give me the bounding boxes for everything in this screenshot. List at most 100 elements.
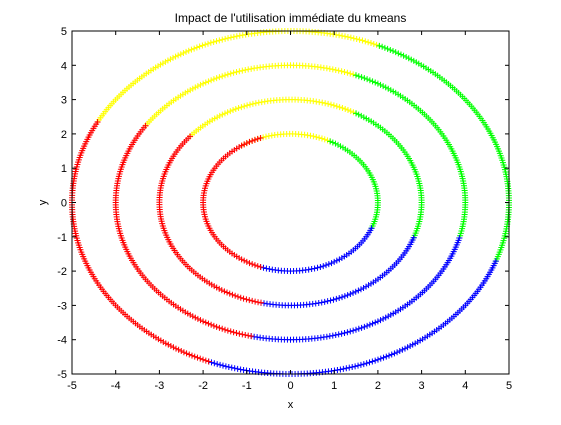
data-point bbox=[352, 288, 359, 295]
data-point bbox=[230, 329, 237, 336]
data-point bbox=[213, 323, 220, 330]
data-point bbox=[233, 69, 240, 76]
data-point bbox=[347, 108, 354, 115]
data-point bbox=[236, 330, 243, 337]
data-point bbox=[240, 295, 247, 302]
data-point bbox=[228, 364, 235, 371]
data-point bbox=[322, 100, 329, 107]
data-point bbox=[257, 135, 264, 142]
data-point bbox=[202, 357, 209, 364]
data-point bbox=[246, 297, 253, 304]
data-point bbox=[238, 104, 245, 111]
data-point bbox=[338, 330, 345, 337]
data-point bbox=[355, 73, 362, 80]
data-point bbox=[347, 328, 354, 335]
data-point bbox=[405, 55, 412, 62]
data-point bbox=[225, 364, 232, 371]
data-point bbox=[226, 290, 233, 297]
data-point bbox=[213, 38, 220, 45]
data-point bbox=[266, 266, 273, 273]
data-point bbox=[254, 263, 261, 270]
y-tick-label: 5 bbox=[61, 26, 67, 38]
data-point bbox=[237, 294, 244, 301]
data-point bbox=[341, 69, 348, 76]
data-point bbox=[372, 79, 379, 86]
data-point bbox=[336, 295, 343, 302]
data-point bbox=[314, 264, 321, 271]
data-point bbox=[227, 108, 234, 115]
data-point bbox=[382, 314, 389, 321]
data-point bbox=[197, 355, 204, 362]
data-point bbox=[370, 40, 377, 47]
data-point bbox=[344, 292, 351, 299]
data-point bbox=[337, 366, 344, 373]
data-point bbox=[222, 35, 229, 42]
data-point bbox=[353, 36, 360, 43]
data-point bbox=[205, 320, 212, 327]
data-point bbox=[328, 260, 335, 267]
data-point bbox=[361, 323, 368, 330]
data-point bbox=[310, 133, 317, 140]
data-point bbox=[338, 68, 345, 75]
data-point bbox=[324, 137, 331, 144]
chart-title: Impact de l'utilisation immédiate du kme… bbox=[175, 11, 407, 25]
data-point bbox=[350, 327, 357, 334]
data-point bbox=[175, 52, 182, 59]
data-point bbox=[191, 353, 198, 360]
data-point bbox=[188, 46, 195, 53]
data-point bbox=[359, 37, 366, 44]
data-point bbox=[372, 357, 379, 364]
data-point bbox=[324, 298, 331, 305]
data-point bbox=[219, 36, 226, 43]
data-point bbox=[329, 332, 336, 339]
data-point bbox=[243, 258, 250, 265]
data-point bbox=[347, 34, 354, 41]
data-point bbox=[210, 76, 217, 83]
x-tick-label: 3 bbox=[419, 380, 425, 392]
data-point bbox=[268, 132, 275, 139]
data-point bbox=[260, 264, 267, 271]
data-point bbox=[346, 364, 353, 371]
data-point bbox=[327, 138, 334, 145]
data-point bbox=[403, 54, 410, 61]
data-point bbox=[214, 361, 221, 368]
data-point bbox=[208, 359, 215, 366]
data-point bbox=[236, 32, 243, 39]
data-point bbox=[229, 291, 236, 298]
data-point bbox=[221, 288, 228, 295]
data-point bbox=[224, 289, 231, 296]
x-tick-label: 2 bbox=[375, 380, 381, 392]
y-tick-label: -1 bbox=[57, 232, 67, 244]
data-point bbox=[251, 262, 258, 269]
data-point bbox=[180, 50, 187, 57]
data-point bbox=[238, 256, 245, 263]
data-point bbox=[248, 333, 255, 340]
data-point bbox=[222, 363, 229, 370]
data-point bbox=[180, 349, 187, 356]
data-point bbox=[216, 285, 223, 292]
data-point bbox=[410, 57, 417, 64]
data-point bbox=[165, 341, 172, 348]
data-point bbox=[183, 350, 190, 357]
data-point bbox=[369, 78, 376, 85]
data-point bbox=[366, 77, 373, 84]
data-point bbox=[385, 85, 392, 92]
data-point bbox=[172, 53, 179, 60]
data-point bbox=[242, 31, 249, 38]
data-point bbox=[194, 354, 201, 361]
data-point bbox=[164, 57, 171, 64]
data-point bbox=[170, 344, 177, 351]
data-point bbox=[219, 73, 226, 80]
x-tick-label: 5 bbox=[506, 380, 512, 392]
data-point bbox=[355, 111, 362, 118]
data-point bbox=[344, 69, 351, 76]
data-point bbox=[249, 261, 256, 268]
data-point bbox=[321, 136, 328, 143]
data-point bbox=[218, 287, 225, 294]
data-point bbox=[252, 100, 259, 107]
data-point bbox=[353, 110, 360, 117]
data-point bbox=[400, 52, 407, 59]
data-point bbox=[395, 50, 402, 57]
data-point bbox=[357, 286, 364, 293]
